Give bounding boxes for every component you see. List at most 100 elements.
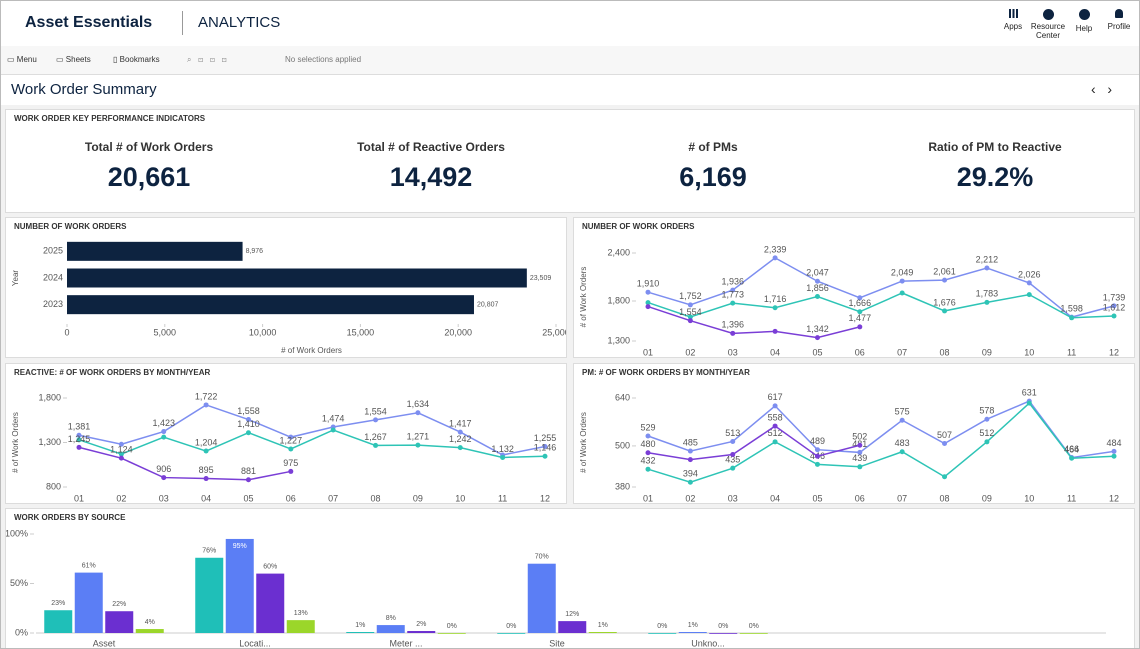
x-tick-label: 06 bbox=[855, 347, 865, 357]
x-tick-label: 10 bbox=[1024, 347, 1034, 357]
y-tick-label: 1,300 bbox=[38, 437, 61, 447]
sheet-bar bbox=[1, 75, 1139, 105]
point bbox=[772, 305, 778, 311]
bar bbox=[437, 633, 466, 634]
bar bbox=[67, 241, 243, 261]
point bbox=[1111, 448, 1117, 454]
point bbox=[415, 442, 421, 448]
point bbox=[857, 324, 863, 330]
nav-label: Resource Center bbox=[1030, 22, 1066, 40]
value-label: 8,976 bbox=[246, 248, 264, 255]
x-tick-label: 04 bbox=[201, 493, 211, 503]
value-label: 895 bbox=[199, 465, 214, 475]
y-tick-label: 2023 bbox=[43, 299, 63, 309]
point bbox=[161, 434, 167, 440]
x-tick-label: 01 bbox=[643, 493, 653, 503]
chart-panel: WORK ORDERS BY SOURCE 0% 50% 100% Asset 23% 61… bbox=[5, 508, 1135, 648]
y-tick-label: 2,400 bbox=[607, 247, 630, 257]
value-label: 1,936 bbox=[721, 276, 744, 286]
value-label: 512 bbox=[979, 428, 994, 438]
kpi-label: # of PMs bbox=[688, 140, 738, 154]
x-tick-label: 25,000 bbox=[542, 327, 566, 337]
value-label: 1,676 bbox=[933, 297, 956, 307]
nav-apps[interactable]: Apps bbox=[993, 9, 1033, 31]
nav-label: Help bbox=[1075, 24, 1093, 33]
bar bbox=[497, 633, 526, 634]
value-label: 881 bbox=[241, 466, 256, 476]
point bbox=[814, 461, 820, 467]
value-label: 1,417 bbox=[449, 418, 472, 428]
point bbox=[1111, 453, 1117, 459]
x-tick-label: 09 bbox=[413, 493, 423, 503]
x-tick-label: 03 bbox=[728, 493, 738, 503]
value-label: 23% bbox=[51, 600, 65, 607]
value-label: 432 bbox=[640, 456, 655, 466]
series-line bbox=[78, 404, 546, 456]
point bbox=[857, 464, 863, 470]
value-label: 22% bbox=[112, 601, 126, 608]
value-label: 1,342 bbox=[806, 324, 829, 334]
y-tick-label: 1,300 bbox=[607, 335, 630, 345]
point bbox=[899, 290, 905, 296]
x-tick-label: 12 bbox=[540, 493, 550, 503]
icon bbox=[1008, 9, 1018, 18]
point bbox=[730, 438, 736, 444]
value-label: 0% bbox=[657, 623, 667, 630]
value-label: 480 bbox=[640, 439, 655, 449]
point bbox=[118, 441, 124, 447]
nav-profile[interactable]: Profile bbox=[1099, 9, 1139, 31]
value-label: 2,212 bbox=[976, 254, 999, 264]
divider bbox=[182, 11, 183, 35]
bar bbox=[588, 632, 617, 633]
toolbar-bookmarks[interactable]: ▯ Bookmarks bbox=[113, 55, 160, 64]
nav-resource[interactable]: Resource Center bbox=[1028, 9, 1068, 40]
point bbox=[645, 289, 651, 295]
y-tick-label: 640 bbox=[615, 392, 630, 402]
selections-status: No selections applied bbox=[285, 55, 362, 64]
kpi: # of PMs 6,169 bbox=[578, 140, 848, 193]
x-tick-label: 02 bbox=[116, 493, 126, 503]
point bbox=[118, 455, 124, 461]
point bbox=[857, 449, 863, 455]
x-tick-label: Unkno... bbox=[691, 638, 725, 648]
toolbar-menu[interactable]: ▭ Menu bbox=[7, 55, 37, 64]
brand[interactable]: Asset Essentials bbox=[25, 14, 153, 31]
selection-tools[interactable]: ⌕ ⊡ ⊡ ⊡ bbox=[187, 55, 227, 64]
series-line bbox=[647, 402, 1115, 483]
value-label: 1% bbox=[598, 622, 608, 629]
x-tick-label: 0 bbox=[64, 327, 69, 337]
point bbox=[161, 429, 167, 435]
x-tick-label: 09 bbox=[982, 347, 992, 357]
x-tick-label: 01 bbox=[643, 347, 653, 357]
point bbox=[857, 442, 863, 448]
section-name: ANALYTICS bbox=[198, 14, 281, 31]
x-tick-label: 05 bbox=[812, 347, 822, 357]
toolbar-sheets[interactable]: ▭ Sheets bbox=[56, 55, 91, 64]
nav-help[interactable]: Help bbox=[1064, 9, 1104, 33]
y-tick-label: 800 bbox=[46, 481, 61, 491]
value-label: 12% bbox=[565, 611, 579, 618]
value-label: 617 bbox=[768, 392, 783, 402]
point bbox=[1111, 303, 1117, 309]
value-label: 76% bbox=[202, 548, 216, 555]
value-label: 558 bbox=[768, 412, 783, 422]
value-label: 464 bbox=[1064, 445, 1079, 455]
sheet-nav[interactable]: ‹ › bbox=[1091, 81, 1112, 97]
value-label: 1,132 bbox=[491, 444, 514, 454]
value-label: 512 bbox=[768, 428, 783, 438]
value-label: 1,752 bbox=[679, 291, 702, 301]
x-tick-label: 08 bbox=[371, 493, 381, 503]
point bbox=[772, 403, 778, 409]
value-label: 1,227 bbox=[280, 435, 303, 445]
point bbox=[288, 468, 294, 474]
kpi-label: Ratio of PM to Reactive bbox=[928, 140, 1062, 154]
x-tick-label: 04 bbox=[770, 347, 780, 357]
x-tick-label: Meter ... bbox=[389, 638, 422, 648]
y-axis-label: # of Work Orders bbox=[579, 412, 588, 473]
point bbox=[457, 429, 463, 435]
value-label: 439 bbox=[852, 453, 867, 463]
value-label: 513 bbox=[725, 428, 740, 438]
bar bbox=[135, 629, 164, 633]
x-tick-label: 03 bbox=[159, 493, 169, 503]
y-axis-label: # of Work Orders bbox=[579, 267, 588, 328]
